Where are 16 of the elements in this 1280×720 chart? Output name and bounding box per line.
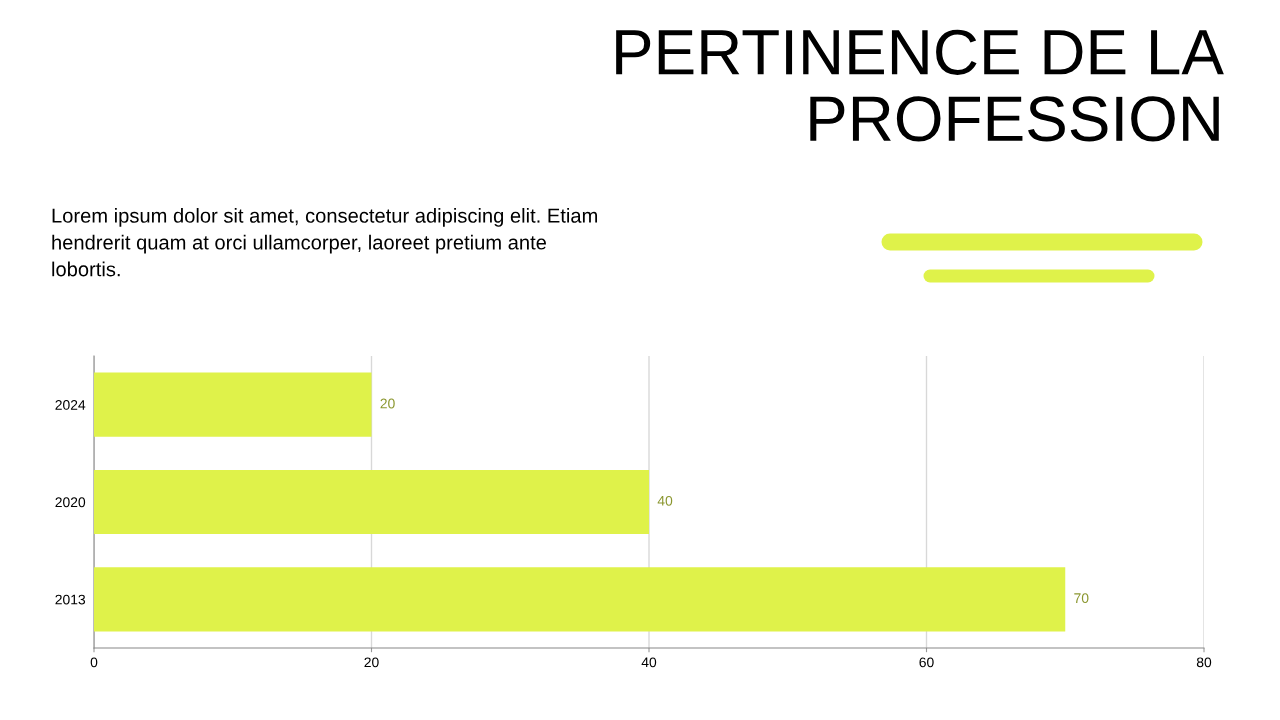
y-tick-label: 2020 bbox=[55, 497, 86, 508]
x-tick-label: 20 bbox=[364, 657, 379, 668]
x-tick-label: 0 bbox=[90, 657, 98, 668]
x-tick-label: 60 bbox=[919, 657, 934, 668]
y-tick-label: 2024 bbox=[55, 400, 86, 410]
data-label: 20 bbox=[380, 398, 395, 409]
bar bbox=[94, 567, 1066, 632]
data-label: 70 bbox=[1074, 593, 1089, 604]
x-tick-label: 40 bbox=[641, 657, 657, 668]
x-tick-label: 80 bbox=[1196, 657, 1212, 668]
chart-title: PERTINENCE DE LA PROFESSION bbox=[616, 29, 1224, 142]
data-label: 40 bbox=[657, 495, 673, 506]
bar bbox=[94, 469, 649, 535]
chart-subtitle: Lorem ipsum dolor sit amet, consectetur adipiscing elit. Etiam hendrerit quam at orci ullamcorper, laoreet pretium ante lobortis. bbox=[52, 208, 598, 277]
y-tick-label: 2013 bbox=[55, 594, 86, 605]
bar bbox=[94, 372, 372, 437]
